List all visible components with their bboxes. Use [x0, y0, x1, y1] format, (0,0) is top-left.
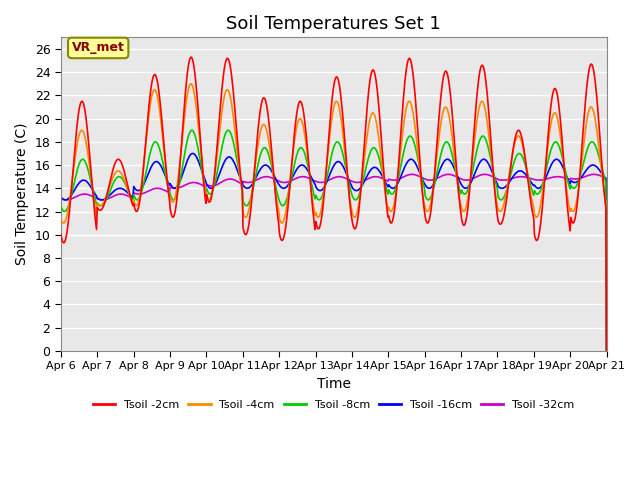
Text: VR_met: VR_met — [72, 41, 125, 54]
X-axis label: Time: Time — [317, 377, 351, 391]
Y-axis label: Soil Temperature (C): Soil Temperature (C) — [15, 123, 29, 265]
Title: Soil Temperatures Set 1: Soil Temperatures Set 1 — [227, 15, 441, 33]
Legend: Tsoil -2cm, Tsoil -4cm, Tsoil -8cm, Tsoil -16cm, Tsoil -32cm: Tsoil -2cm, Tsoil -4cm, Tsoil -8cm, Tsoi… — [89, 396, 579, 414]
